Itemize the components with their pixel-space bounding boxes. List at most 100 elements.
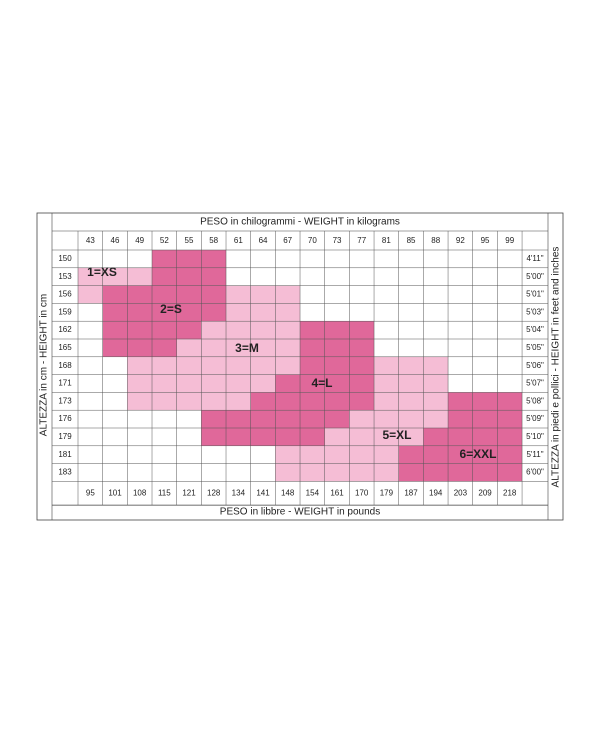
ft-label: 5'05" <box>526 343 544 352</box>
lb-label: 170 <box>355 489 369 498</box>
cm-label: 173 <box>58 396 72 405</box>
size-region <box>127 392 251 411</box>
lb-label: 203 <box>454 489 468 498</box>
top-label: PESO in chilogrammi - WEIGHT in kilogram… <box>200 217 400 228</box>
size-label: 1=XS <box>87 265 117 279</box>
frame <box>36 212 564 521</box>
lb-label: 187 <box>404 489 418 498</box>
size-region <box>374 392 449 411</box>
cm-label: 179 <box>58 432 72 441</box>
size-label: 2=S <box>160 302 182 316</box>
size-label: 5=XL <box>382 428 411 442</box>
ft-label: 5'10" <box>526 432 544 441</box>
size-region <box>300 339 375 357</box>
lb-label: 101 <box>108 489 122 498</box>
left-label: ALTEZZA in cm - HEIGHT in cm <box>39 294 50 436</box>
size-region <box>78 285 103 304</box>
size-region <box>398 445 523 464</box>
ft-label: 5'08" <box>526 396 544 405</box>
kg-label: 85 <box>407 236 416 245</box>
ft-label: 5'01" <box>526 290 544 299</box>
kg-label: 43 <box>86 236 95 245</box>
ft-label: 6'00" <box>526 468 544 477</box>
size-region <box>152 250 227 268</box>
size-region <box>226 285 301 304</box>
kg-label: 73 <box>333 236 342 245</box>
cm-label: 159 <box>58 307 72 316</box>
lb-label: 148 <box>281 489 295 498</box>
kg-label: 92 <box>456 236 465 245</box>
right-label: ALTEZZA in piedi e pollici - HEIGHT in f… <box>551 247 562 488</box>
size-region <box>448 392 523 411</box>
ft-label: 5'11" <box>526 450 543 459</box>
lb-label: 209 <box>478 489 492 498</box>
ft-label: 4'11" <box>526 254 543 263</box>
kg-label: 55 <box>185 236 194 245</box>
size-label: 4=L <box>311 376 332 390</box>
kg-label: 99 <box>505 236 514 245</box>
lb-label: 179 <box>380 489 394 498</box>
size-region <box>374 356 449 375</box>
size-region <box>201 428 325 446</box>
lb-label: 161 <box>330 489 344 498</box>
cm-label: 168 <box>58 361 72 370</box>
size-region <box>78 267 153 286</box>
ft-label: 5'07" <box>526 379 544 388</box>
lb-label: 154 <box>306 489 320 498</box>
size-label: 3=M <box>235 341 259 355</box>
cm-label: 162 <box>58 325 72 334</box>
cm-label: 165 <box>58 343 72 352</box>
size-region <box>226 303 301 322</box>
ft-label: 5'00" <box>526 272 544 281</box>
size-region <box>275 445 399 464</box>
lb-label: 121 <box>182 489 196 498</box>
bottom-label: PESO in libbre - WEIGHT in pounds <box>220 507 380 518</box>
size-region <box>300 321 375 339</box>
ft-label: 5'03" <box>526 307 544 316</box>
size-region <box>102 285 227 304</box>
size-region <box>250 392 375 411</box>
kg-label: 67 <box>283 236 292 245</box>
lb-label: 218 <box>503 489 517 498</box>
size-region <box>300 356 375 375</box>
size-label: 6=XXL <box>459 447 496 461</box>
size-region <box>102 339 177 357</box>
kg-label: 58 <box>209 236 218 245</box>
size-region <box>374 374 449 393</box>
cm-label: 181 <box>58 450 72 459</box>
ft-label: 5'09" <box>526 414 544 423</box>
size-region <box>152 267 227 286</box>
kg-label: 88 <box>431 236 440 245</box>
lb-label: 141 <box>256 489 270 498</box>
cm-label: 176 <box>58 414 72 423</box>
kg-label: 46 <box>111 236 120 245</box>
lb-label: 95 <box>86 489 95 498</box>
size-region <box>275 463 399 482</box>
size-region <box>398 463 523 482</box>
cm-label: 183 <box>58 468 72 477</box>
kg-label: 70 <box>308 236 317 245</box>
kg-label: 49 <box>135 236 144 245</box>
kg-label: 52 <box>160 236 169 245</box>
lb-label: 134 <box>232 489 246 498</box>
kg-label: 95 <box>481 236 490 245</box>
kg-label: 77 <box>357 236 366 245</box>
ft-label: 5'06" <box>526 361 544 370</box>
cm-label: 156 <box>58 290 72 299</box>
lb-label: 108 <box>133 489 147 498</box>
size-region <box>127 356 301 375</box>
kg-label: 64 <box>259 236 268 245</box>
kg-label: 61 <box>234 236 243 245</box>
kg-label: 81 <box>382 236 391 245</box>
lb-label: 194 <box>429 489 443 498</box>
lb-label: 115 <box>158 489 171 498</box>
cm-label: 150 <box>58 254 72 263</box>
cm-label: 171 <box>58 379 72 388</box>
lb-label: 128 <box>207 489 221 498</box>
size-region <box>448 410 523 428</box>
size-region <box>102 303 227 322</box>
cm-label: 153 <box>58 272 72 281</box>
size-region <box>176 339 301 357</box>
ft-label: 5'04" <box>526 325 544 334</box>
